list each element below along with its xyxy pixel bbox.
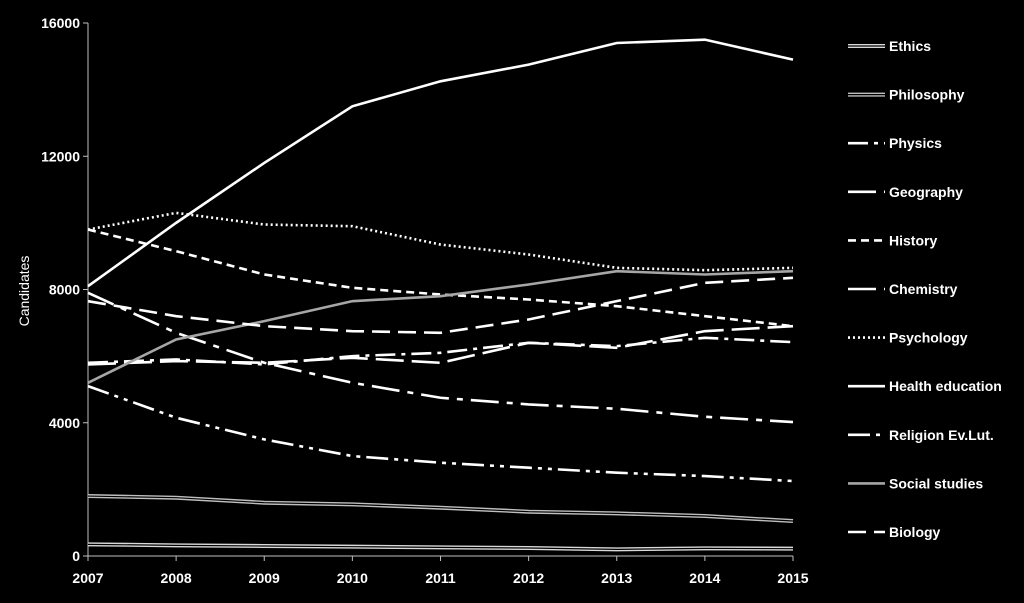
biology-line [87,276,794,335]
series-religion-ev-lut [87,384,794,483]
axes: 0 4000 8000 12000 16000 2007 2008 2009 2010 2011 2… [41,15,809,586]
legend: Ethics Philosophy Physics Geography History C… [848,38,1002,540]
legend-item-physics: Physics [848,135,942,151]
series-social-studies [87,269,794,384]
legend-item-psychology: Psychology [848,330,968,346]
legend-label: Social studies [889,475,983,491]
series-philosophy [87,494,794,524]
x-tick-label: 2012 [513,570,544,586]
health-education-line [87,38,794,288]
legend-label: Physics [889,135,942,151]
social-studies-line [87,269,794,384]
religion-ev-lut-line [87,384,794,483]
x-tick-label: 2008 [161,570,192,586]
y-tick-label: 4000 [49,415,80,431]
ethics-line-inner [87,543,794,550]
legend-item-geography: Geography [848,184,963,200]
legend-label: History [889,232,937,248]
legend-label: Health education [889,378,1002,394]
legend-label: Chemistry [889,281,958,297]
legend-item-ethics: Ethics [848,38,931,54]
legend-item-philosophy: Philosophy [848,87,965,103]
series-biology [87,276,794,335]
y-tick-label: 16000 [41,15,80,31]
history-line [87,228,794,328]
geography-line [87,291,794,424]
series-health-education [87,38,794,288]
legend-item-health-education: Health education [848,378,1002,394]
x-tick-label: 2013 [601,570,632,586]
series-psychology [87,211,794,272]
legend-item-chemistry: Chemistry [848,281,958,297]
legend-item-history: History [848,232,937,248]
series-geography [87,291,794,424]
philosophy-line-inner [87,495,794,522]
y-tick-label: 8000 [49,282,80,298]
series-layer [87,38,794,552]
x-tick-label: 2010 [337,570,368,586]
chemistry-line [87,324,794,366]
y-tick-label: 12000 [41,148,80,164]
legend-label: Biology [889,524,941,540]
x-tick-label: 2009 [249,570,280,586]
x-tick-label: 2014 [689,570,720,586]
legend-label: Philosophy [889,87,965,103]
x-tick-label: 2007 [72,570,103,586]
series-chemistry [87,324,794,366]
legend-label: Psychology [889,330,968,346]
legend-label: Religion Ev.Lut. [889,427,994,443]
legend-item-social-studies: Social studies [848,475,983,491]
x-tick-label: 2011 [425,570,456,586]
legend-label: Geography [889,184,963,200]
psychology-line [87,211,794,272]
x-tick-label: 2015 [777,570,808,586]
series-history [87,228,794,328]
series-ethics [87,542,794,552]
y-axis-title: Candidates [16,256,32,327]
legend-item-religion-ev-lut: Religion Ev.Lut. [848,427,994,443]
legend-item-biology: Biology [848,524,941,540]
y-tick-label: 0 [72,548,80,564]
legend-label: Ethics [889,38,931,54]
